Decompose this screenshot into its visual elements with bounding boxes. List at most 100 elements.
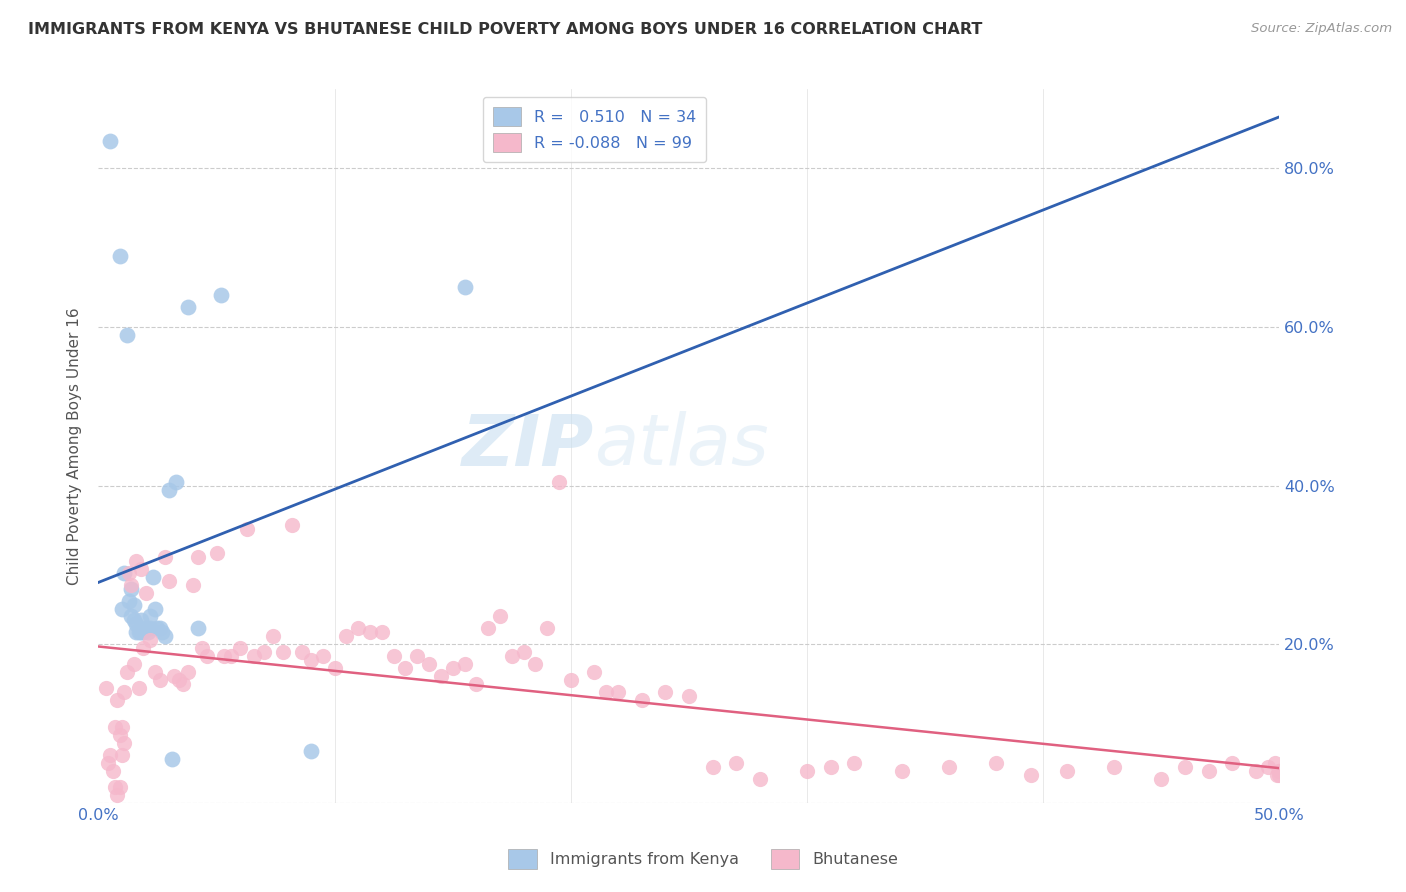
Point [271, 645, 294, 659]
Point [394, 661, 416, 675]
Point [143, 601, 166, 615]
Point [262, 629, 284, 643]
Point [678, 689, 700, 703]
Point [115, 665, 138, 679]
Point [108, 728, 131, 742]
Point [536, 621, 558, 635]
Point [181, 578, 204, 592]
Point [112, 566, 135, 580]
Y-axis label: Child Poverty Among Boys Under 16: Child Poverty Among Boys Under 16 [67, 307, 83, 585]
Point [820, 760, 842, 774]
Text: IMMIGRANTS FROM KENYA VS BHUTANESE CHILD POVERTY AMONG BOYS UNDER 16 CORRELATION: IMMIGRANTS FROM KENYA VS BHUTANESE CHILD… [28, 22, 983, 37]
Point [97, 756, 120, 771]
Point [281, 518, 304, 533]
Point [187, 549, 209, 564]
Point [139, 609, 162, 624]
Point [142, 570, 165, 584]
Point [560, 673, 582, 687]
Point [524, 657, 547, 671]
Point [453, 280, 475, 294]
Point [128, 681, 150, 695]
Point [1198, 764, 1220, 778]
Point [229, 641, 252, 656]
Point [654, 685, 676, 699]
Point [153, 549, 176, 564]
Point [129, 562, 152, 576]
Point [323, 661, 346, 675]
Point [359, 625, 381, 640]
Point [121, 582, 143, 596]
Point [1268, 764, 1291, 778]
Point [135, 585, 157, 599]
Point [844, 756, 866, 771]
Point [187, 621, 209, 635]
Point [136, 625, 159, 640]
Point [125, 625, 148, 640]
Point [121, 578, 143, 592]
Point [512, 645, 534, 659]
Point [150, 625, 173, 640]
Point [418, 657, 440, 671]
Point [371, 625, 394, 640]
Point [132, 641, 155, 656]
Text: ZIP: ZIP [463, 411, 595, 481]
Point [163, 669, 186, 683]
Point [105, 692, 128, 706]
Legend: R =   0.510   N = 34, R = -0.088   N = 99: R = 0.510 N = 34, R = -0.088 N = 99 [484, 97, 706, 161]
Point [299, 653, 322, 667]
Point [177, 300, 200, 314]
Point [312, 649, 335, 664]
Point [595, 685, 617, 699]
Point [191, 641, 214, 656]
Point [94, 681, 117, 695]
Point [702, 760, 724, 774]
Point [177, 665, 200, 679]
Point [1150, 772, 1173, 786]
Point [112, 685, 135, 699]
Point [172, 677, 194, 691]
Point [430, 669, 453, 683]
Point [98, 748, 121, 763]
Point [112, 736, 135, 750]
Point [101, 764, 124, 778]
Point [1056, 764, 1078, 778]
Point [111, 748, 134, 763]
Point [129, 614, 152, 628]
Point [335, 629, 357, 643]
Point [128, 625, 150, 640]
Point [1220, 756, 1243, 771]
Point [212, 649, 235, 664]
Point [382, 649, 405, 664]
Point [583, 665, 606, 679]
Point [115, 328, 138, 343]
Point [149, 673, 172, 687]
Point [489, 609, 512, 624]
Text: Source: ZipAtlas.com: Source: ZipAtlas.com [1251, 22, 1392, 36]
Point [1102, 760, 1125, 774]
Point [146, 621, 169, 635]
Point [607, 685, 630, 699]
Point [548, 475, 571, 489]
Point [108, 249, 131, 263]
Point [153, 629, 176, 643]
Point [477, 621, 499, 635]
Point [243, 649, 266, 664]
Point [111, 721, 134, 735]
Point [219, 649, 242, 664]
Point [1268, 768, 1291, 782]
Point [98, 134, 121, 148]
Point [1268, 764, 1291, 778]
Point [139, 621, 162, 635]
Point [290, 645, 312, 659]
Point [104, 780, 127, 794]
Point [725, 756, 748, 771]
Point [236, 522, 259, 536]
Point [165, 475, 187, 489]
Point [167, 673, 190, 687]
Point [630, 692, 652, 706]
Point [1021, 768, 1043, 782]
Point [125, 617, 148, 632]
Point [121, 609, 143, 624]
Point [195, 649, 218, 664]
Point [132, 625, 155, 640]
